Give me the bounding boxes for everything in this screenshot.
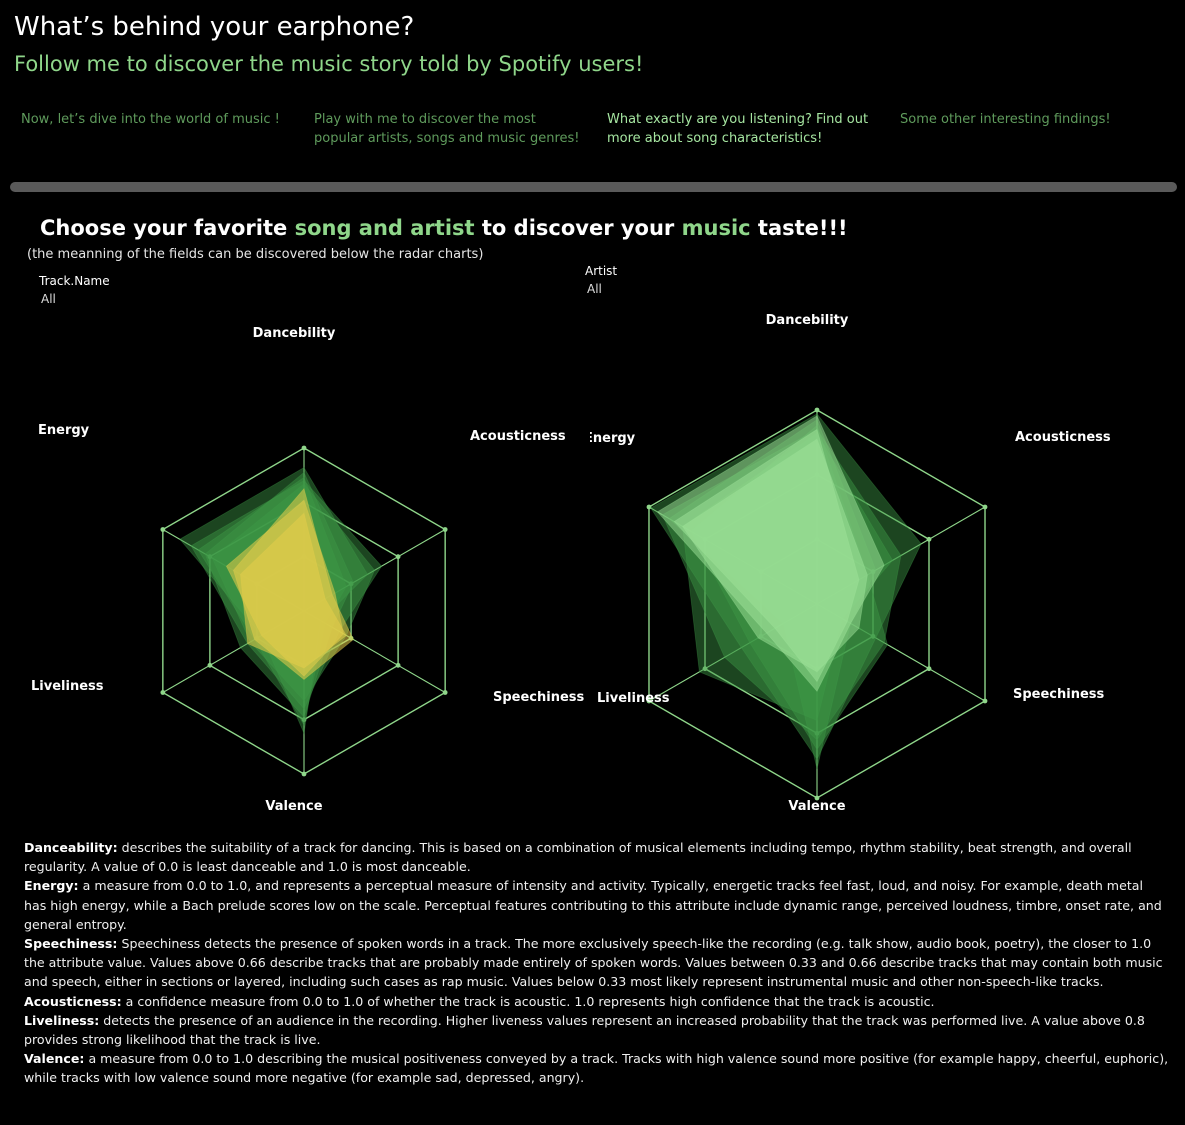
definition-term: Acousticness:: [24, 993, 122, 1009]
radar-axis-label: Valence: [788, 799, 845, 814]
nav-tab-label: Play with me to discover the most: [314, 112, 536, 127]
page-subtitle: Follow me to discover the music story to…: [14, 52, 644, 76]
headline-highlight: song and artist: [294, 216, 475, 240]
definition-speechiness: Speechiness: Speechiness detects the pre…: [24, 934, 1169, 992]
nav-tab-label: Some other interesting findings!: [900, 112, 1111, 127]
nav-tab-other-findings[interactable]: Some other interesting findings!: [900, 110, 1111, 129]
section-note: (the meanning of the fields can be disco…: [27, 247, 484, 262]
radar-axis-label: Liveliness: [31, 679, 104, 694]
radar-series-area[interactable]: [682, 438, 868, 673]
horizontal-scrollbar[interactable]: [10, 182, 1177, 192]
radar-series-area[interactable]: [225, 499, 344, 677]
definition-term: Valence:: [24, 1051, 85, 1067]
nav-tab-label: What exactly are you listening? Find out: [607, 112, 869, 127]
definition-valence: Valence: a measure from 0.0 to 1.0 descr…: [24, 1049, 1169, 1087]
page-title: What’s behind your earphone?: [14, 12, 415, 42]
headline-text: Choose your favorite: [40, 216, 295, 240]
radar-axis-label: Acousticness: [1015, 430, 1111, 445]
definition-text: detects the presence of an audience in t…: [24, 1012, 1145, 1048]
radar-axis-label: Valence: [265, 799, 322, 814]
definition-term: Danceability:: [24, 840, 118, 855]
definition-danceability: Danceability: describes the suitability …: [24, 838, 1169, 876]
nav-tab-label: more about song characteristics!: [607, 131, 823, 146]
track-radar-chart: Dancebility Acousticness Speechiness Valenc…: [31, 326, 585, 814]
radar-axis-label: Speechiness: [1013, 687, 1105, 702]
radar-axis-label: Energy: [590, 431, 636, 446]
nav-tab-popular[interactable]: Play with me to discover the most popula…: [314, 110, 580, 148]
definition-text: a measure from 0.0 to 1.0 describing the…: [24, 1051, 1169, 1086]
nav-tab-characteristics[interactable]: What exactly are you listening? Find out…: [607, 110, 868, 148]
definition-energy: Energy: a measure from 0.0 to 1.0, and r…: [24, 876, 1169, 934]
definition-text: describes the suitability of a track for…: [24, 840, 1132, 875]
radar-axis-label: Liveliness: [597, 691, 670, 706]
nav-tab-label: popular artists, songs and music genres!: [314, 131, 580, 146]
track-filter-value[interactable]: All: [41, 292, 56, 306]
definition-text: a confidence measure from 0.0 to 1.0 of …: [121, 993, 935, 1009]
radar-axis-label: Dancebility: [253, 326, 336, 341]
track-filter-label: Track.Name: [39, 274, 110, 288]
headline-highlight: music: [681, 216, 751, 240]
definition-text: Speechiness detects the presence of spok…: [24, 936, 1163, 990]
definition-acousticness: Acousticness: a confidence measure from …: [24, 992, 1169, 1011]
artist-filter-label: Artist: [585, 264, 618, 278]
definition-term: Speechiness:: [24, 936, 118, 952]
definition-term: Liveliness:: [24, 1012, 100, 1028]
headline-text: to discover your: [474, 216, 682, 240]
nav-tab-label: Now, let’s dive into the world of music …: [21, 112, 280, 127]
nav-tab-dive-in[interactable]: Now, let’s dive into the world of music …: [21, 110, 280, 129]
radar-axis-label: Dancebility: [766, 313, 849, 328]
definition-term: Energy:: [24, 878, 79, 894]
definition-text: a measure from 0.0 to 1.0, and represent…: [24, 878, 1162, 932]
radar-axis-label: Speechiness: [493, 690, 585, 705]
artist-filter-value[interactable]: All: [587, 282, 602, 296]
artist-radar-chart: Dancebility Acousticness Speechiness Valenc…: [590, 313, 1111, 814]
radar-axis-label: Acousticness: [470, 429, 566, 444]
definition-liveliness: Liveliness: detects the presence of an a…: [24, 1011, 1169, 1049]
radar-axis-label: Energy: [38, 423, 90, 438]
section-headline: Choose your favorite song and artist to …: [40, 216, 848, 240]
headline-text: taste!!!: [750, 216, 848, 240]
field-definitions: Danceability: describes the suitability …: [24, 838, 1169, 1088]
